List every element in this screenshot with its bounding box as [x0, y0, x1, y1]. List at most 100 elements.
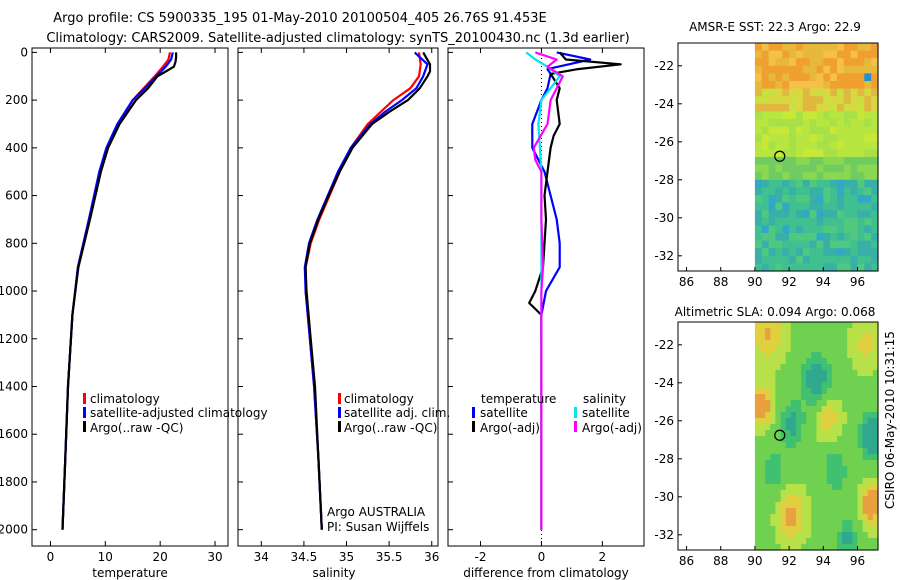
sla-cell: [862, 418, 869, 425]
y-tick-label: 0: [20, 45, 28, 59]
sst-cell: [857, 65, 865, 74]
title-line-2: Climatology: CARS2009. Satellite-adjuste…: [46, 31, 629, 46]
sst-cell: [795, 126, 804, 135]
sla-cell: [795, 508, 802, 515]
sst-cell: [754, 225, 763, 234]
map-y-tick-label: -28: [654, 452, 674, 466]
sla-cell: [867, 538, 874, 545]
sst-cell: [775, 202, 783, 211]
sst-cell: [789, 233, 797, 242]
sst-cell: [775, 255, 783, 264]
sst-cell: [837, 119, 845, 128]
sla-cell: [806, 532, 812, 539]
sla-cell: [754, 334, 761, 341]
sla-cell: [811, 382, 817, 389]
sst-cell: [782, 73, 790, 82]
sst-cell: [761, 225, 770, 234]
sla-cell: [852, 460, 859, 467]
sst-cell: [864, 43, 872, 52]
sla-cell: [765, 538, 771, 545]
sst-cell: [802, 65, 811, 74]
sla-cell: [765, 352, 771, 359]
sla-cell: [816, 370, 823, 377]
map-y-tick-label: -32: [654, 528, 674, 542]
sla-cell: [785, 418, 792, 425]
sst-cell: [809, 141, 817, 150]
sla-cell: [760, 322, 766, 329]
sla-cell: [754, 370, 761, 377]
sst-cell: [761, 141, 770, 150]
sla-cell: [801, 430, 807, 437]
sla-cell: [816, 544, 823, 551]
sla-cell: [785, 454, 792, 461]
sst-cell: [782, 96, 790, 105]
sla-cell: [770, 538, 776, 545]
sla-cell: [795, 406, 802, 413]
sla-cell: [852, 490, 859, 497]
sst-cell: [775, 217, 783, 226]
sst-cell: [843, 111, 852, 120]
sla-cell: [754, 538, 761, 545]
sla-cell: [806, 412, 812, 419]
sst-cell: [816, 263, 824, 272]
x-tick-label: 34.5: [291, 550, 318, 564]
sla-cell: [775, 418, 782, 425]
sla-cell: [780, 442, 787, 449]
sla-cell: [821, 496, 828, 503]
sst-cell: [837, 81, 845, 90]
map-y-tick-label: -24: [654, 97, 674, 111]
sla-cell: [811, 436, 817, 443]
sla-cell: [857, 418, 864, 425]
sst-cell: [857, 43, 865, 52]
sla-cell: [821, 322, 828, 329]
sla-cell: [826, 496, 833, 503]
sla-cell: [826, 436, 833, 443]
sla-cell: [837, 340, 843, 347]
sla-cell: [837, 514, 843, 521]
sst-cell: [857, 103, 865, 112]
sst-cell: [809, 81, 817, 90]
x-tick-label: 30: [207, 550, 222, 564]
sst-cell: [816, 58, 824, 67]
sla-cell: [790, 514, 797, 521]
sla-cell: [857, 496, 864, 503]
sst-cell: [775, 88, 783, 97]
series-line-argo-raw-qc-: [61, 52, 178, 530]
sla-cell: [790, 460, 797, 467]
sst-cell: [837, 50, 845, 59]
sst-cell: [857, 88, 865, 97]
sst-cell: [761, 50, 770, 59]
sst-cell: [795, 65, 804, 74]
sst-cell: [802, 202, 811, 211]
sla-cell: [852, 496, 859, 503]
sla-cell: [847, 514, 853, 521]
sla-cell: [806, 406, 812, 413]
sla-cell: [760, 526, 766, 533]
sst-cell: [823, 217, 831, 226]
sla-cell: [775, 466, 782, 473]
sla-cell: [842, 442, 848, 449]
sla-cell: [770, 472, 776, 479]
sla-cell: [754, 328, 761, 335]
sla-cell: [811, 328, 817, 335]
sla-cell: [837, 412, 843, 419]
sla-cell: [862, 442, 869, 449]
sst-cell: [768, 50, 776, 59]
sla-cell: [852, 382, 859, 389]
sst-cell: [830, 81, 838, 90]
sst-cell: [837, 103, 845, 112]
sst-cell: [782, 134, 790, 143]
sst-cell: [843, 50, 852, 59]
sst-cell: [850, 233, 858, 242]
sla-cell: [862, 358, 869, 365]
sst-cell: [802, 111, 811, 120]
sla-cell: [831, 322, 838, 329]
sst-cell: [830, 225, 838, 234]
sla-cell: [795, 322, 802, 329]
sla-cell: [837, 490, 843, 497]
sst-cell: [823, 96, 831, 105]
sla-cell: [780, 418, 787, 425]
sla-cell: [857, 346, 864, 353]
sla-cell: [790, 418, 797, 425]
sla-cell: [775, 364, 782, 371]
